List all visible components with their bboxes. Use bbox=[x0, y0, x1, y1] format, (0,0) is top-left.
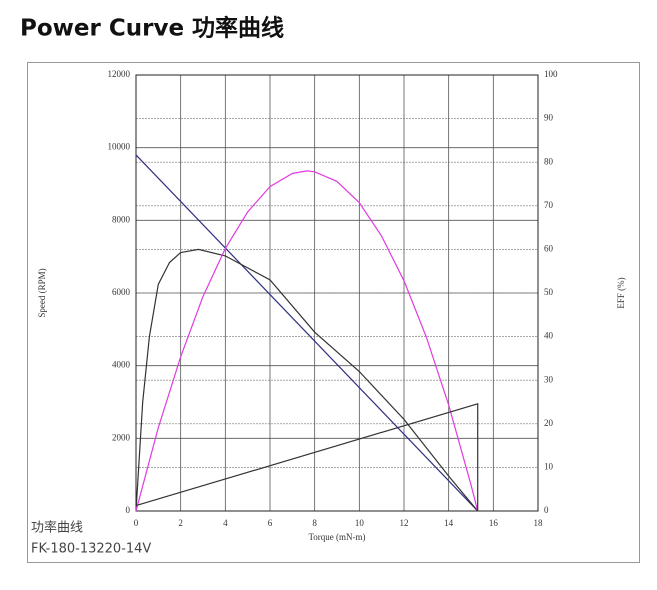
page-title: Power Curve 功率曲线 bbox=[20, 15, 284, 42]
y2-tick-label: 10 bbox=[544, 461, 554, 471]
x-tick-label: 12 bbox=[400, 518, 409, 528]
x-tick-label: 18 bbox=[534, 518, 544, 528]
series-line bbox=[135, 248, 479, 512]
footer-model: FK-180-13220-14V bbox=[31, 542, 151, 557]
y-tick-label: 4000 bbox=[112, 360, 131, 370]
y2-tick-label: 50 bbox=[544, 287, 554, 297]
y-tick-label: 0 bbox=[126, 505, 131, 515]
x-axis-label: Torque (mN-m) bbox=[308, 532, 365, 542]
y2-tick-label: 70 bbox=[544, 200, 554, 210]
x-tick-label: 2 bbox=[178, 518, 183, 528]
y-axis-label: Speed (RPM) bbox=[37, 268, 47, 317]
y2-axis-label: EFF (%) bbox=[616, 277, 626, 308]
x-tick-label: 8 bbox=[312, 518, 317, 528]
y2-tick-label: 0 bbox=[544, 505, 549, 515]
series-line bbox=[135, 154, 479, 512]
y-tick-label: 8000 bbox=[112, 214, 131, 224]
series-line bbox=[135, 170, 479, 512]
y2-tick-label: 40 bbox=[544, 331, 554, 341]
x-tick-label: 0 bbox=[134, 518, 139, 528]
y2-tick-label: 100 bbox=[544, 69, 558, 79]
x-tick-label: 16 bbox=[489, 518, 499, 528]
x-tick-label: 10 bbox=[355, 518, 365, 528]
chart-frame bbox=[27, 62, 640, 563]
y2-tick-label: 60 bbox=[544, 243, 554, 253]
y2-tick-label: 20 bbox=[544, 418, 554, 428]
y2-tick-label: 30 bbox=[544, 374, 554, 384]
footer-label: 功率曲线 bbox=[31, 520, 83, 536]
x-tick-label: 14 bbox=[444, 518, 454, 528]
y2-tick-label: 80 bbox=[544, 156, 554, 166]
y2-tick-label: 90 bbox=[544, 113, 554, 123]
y-tick-label: 10000 bbox=[108, 142, 131, 152]
x-tick-label: 6 bbox=[268, 518, 273, 528]
y-tick-label: 2000 bbox=[112, 432, 131, 442]
y-tick-label: 6000 bbox=[112, 287, 131, 297]
plot-frame bbox=[135, 74, 539, 512]
series-line bbox=[135, 402, 479, 511]
x-tick-label: 4 bbox=[223, 518, 228, 528]
y-tick-label: 12000 bbox=[108, 69, 131, 79]
